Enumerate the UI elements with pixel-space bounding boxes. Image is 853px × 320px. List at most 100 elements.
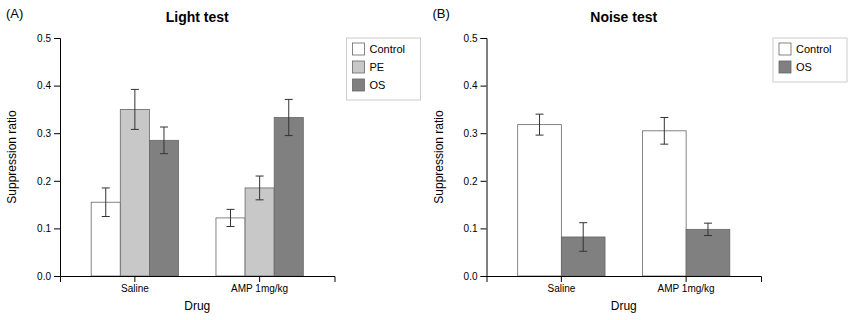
legend-swatch — [353, 43, 365, 55]
y-tick-label: 0.2 — [37, 176, 51, 187]
legend-label: PE — [370, 61, 385, 73]
legend-label: Control — [796, 43, 831, 55]
y-tick-mark — [54, 38, 60, 39]
y-tick: 0.4 — [37, 80, 60, 91]
legend-item: PE — [353, 61, 385, 73]
y-tick-label: 0.4 — [37, 80, 51, 91]
x-tick-label: AMP 1mg/kg — [231, 283, 288, 294]
y-axis: 0.00.10.20.30.40.5 — [464, 33, 487, 282]
y-tick-label: 0.0 — [37, 271, 51, 282]
series — [120, 89, 274, 276]
error-bar — [285, 99, 293, 135]
x-tick: AMP 1mg/kg — [231, 276, 288, 294]
y-tick: 0.4 — [464, 80, 487, 91]
y-tick-mark — [481, 38, 487, 39]
panel-label: (B) — [433, 6, 450, 21]
y-tick: 0.2 — [464, 176, 487, 187]
x-tick: AMP 1mg/kg — [658, 276, 715, 294]
y-tick-mark — [54, 133, 60, 134]
y-tick-label: 0.3 — [37, 128, 51, 139]
bar — [686, 229, 730, 276]
y-tick: 0.2 — [37, 176, 60, 187]
y-tick-label: 0.2 — [464, 176, 478, 187]
y-tick-label: 0.4 — [464, 80, 478, 91]
title: Noise test — [590, 9, 657, 25]
y-axis-title: Suppression ratio — [5, 110, 19, 204]
x-tick-label: Saline — [547, 283, 575, 294]
error-bar — [660, 117, 668, 144]
y-tick-label: 0.1 — [464, 223, 478, 234]
y-tick-mark — [481, 133, 487, 134]
y-tick-mark — [54, 86, 60, 87]
legend-swatch — [779, 61, 791, 73]
y-tick: 0.3 — [464, 128, 487, 139]
plot-area: 0.00.10.20.30.40.5SalineAMP 1mg/kgDrugSu… — [432, 9, 848, 313]
x-tick-mark — [686, 276, 687, 282]
y-tick: 0.1 — [464, 223, 487, 234]
x-tick-label: AMP 1mg/kg — [658, 283, 715, 294]
series — [518, 114, 686, 276]
x-axis: Saline AMP 1mg/kg — [487, 276, 762, 294]
series — [149, 99, 303, 276]
bar — [149, 140, 178, 276]
series — [561, 223, 729, 276]
panel: 0.00.10.20.30.40.5SalineAMP 1mg/kgDrugSu… — [432, 6, 848, 313]
title: Light test — [166, 9, 229, 25]
error-bar — [131, 89, 139, 129]
x-axis-line — [61, 277, 336, 283]
x-axis-title: Drug — [184, 299, 210, 313]
error-bar — [579, 223, 587, 252]
y-tick-mark — [481, 276, 487, 277]
y-tick: 0.0 — [464, 271, 487, 282]
legend-label: Control — [370, 43, 405, 55]
y-tick-mark — [481, 228, 487, 229]
x-tick-label: Saline — [121, 283, 149, 294]
legend-label: OS — [796, 61, 812, 73]
legend-frame — [773, 38, 847, 82]
legend: Control PE OS — [347, 38, 421, 100]
panel: 0.0 0.1 0.2 0.3 0.4 0.5 Saline AMP 1mg/kg Drug Su… — [5, 6, 421, 313]
y-tick-mark — [54, 228, 60, 229]
legend-swatch — [353, 61, 365, 73]
legend-label: OS — [370, 79, 386, 91]
marks — [91, 89, 303, 276]
x-axis-title: Drug — [611, 299, 637, 313]
y-axis-title: Suppression ratio — [432, 110, 446, 204]
legend-item: Control — [779, 43, 831, 55]
y-tick-mark — [481, 86, 487, 87]
x-tick: Saline — [547, 276, 575, 294]
plot-area: 0.0 0.1 0.2 0.3 0.4 0.5 Saline AMP 1mg/kg Drug Su… — [5, 9, 421, 313]
x-tick: Saline — [121, 276, 149, 294]
y-tick-label: 0.5 — [37, 33, 51, 44]
panel-label: (A) — [6, 6, 23, 21]
error-bar — [227, 209, 235, 226]
x-axis-line — [487, 277, 762, 283]
legend: Control OS — [773, 38, 847, 82]
y-tick: 0.5 — [37, 33, 60, 44]
legend-swatch — [779, 43, 791, 55]
x-tick-mark — [134, 276, 135, 282]
bar — [642, 131, 686, 276]
y-tick-label: 0.1 — [37, 223, 51, 234]
legend-item: OS — [779, 61, 812, 73]
y-tick-mark — [481, 181, 487, 182]
x-axis: Saline AMP 1mg/kg — [61, 276, 336, 294]
y-tick-mark — [54, 276, 60, 277]
x-tick-mark — [259, 276, 260, 282]
error-bar — [536, 114, 544, 135]
y-tick: 0.1 — [37, 223, 60, 234]
y-tick-label: 0.3 — [464, 128, 478, 139]
error-bar — [160, 127, 168, 154]
figure: 0.0 0.1 0.2 0.3 0.4 0.5 Saline AMP 1mg/kg Drug Su… — [0, 0, 853, 320]
error-bar — [102, 188, 110, 217]
bar — [274, 117, 303, 276]
error-bar — [256, 176, 264, 200]
bar — [120, 109, 149, 276]
legend-item: OS — [353, 79, 386, 91]
error-bar — [704, 223, 712, 235]
legend-frame — [347, 38, 421, 100]
legend-swatch — [353, 79, 365, 91]
y-tick-label: 0.0 — [464, 271, 478, 282]
y-tick: 0.3 — [37, 128, 60, 139]
y-axis-line — [54, 39, 61, 277]
